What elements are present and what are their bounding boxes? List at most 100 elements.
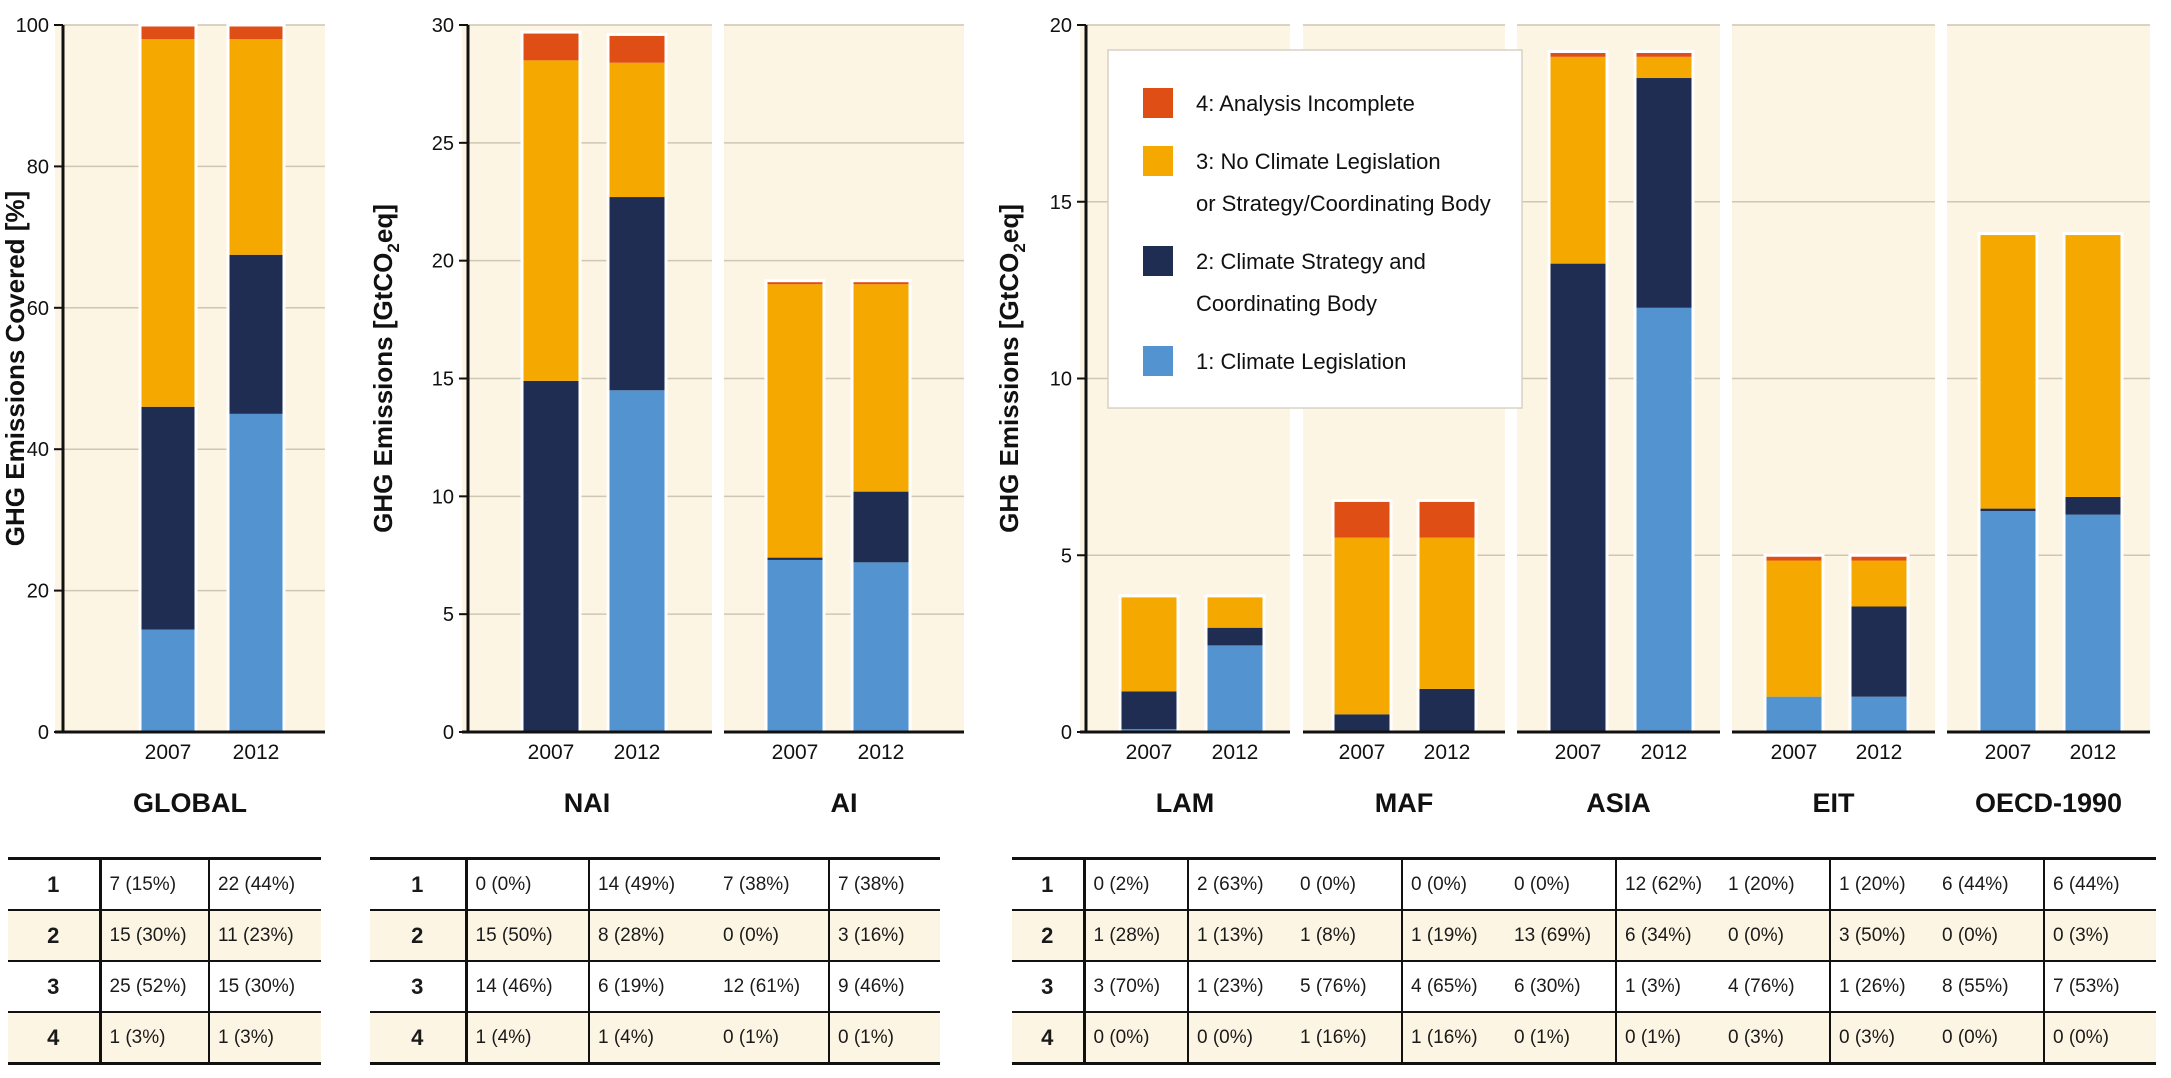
table-cell: 25 (52%) [100,961,210,1013]
bar-segment-3 [608,62,666,198]
table-cell: 1 (4%) [466,1012,590,1065]
row-label: 3 [8,961,102,1013]
y-tick-label: 10 [1050,369,1072,391]
table-cell: 4 (65%) [1402,961,1506,1013]
bar-segment-3 [852,284,910,492]
bar-2007 [1763,553,1825,734]
table-cell: 0 (0%) [1188,1012,1292,1065]
row-label: 4 [370,1012,468,1065]
bar-segment-4 [1549,51,1607,57]
y-tick-label: 60 [27,298,49,320]
table-cell: 22 (44%) [209,857,321,911]
table-cell: 1 (16%) [1292,1012,1403,1065]
table-cell: 0 (0%) [715,910,830,962]
table-cell: 6 (44%) [1934,857,2045,911]
bar-segment-4 [1418,500,1476,538]
table-cell: 1 (28%) [1084,910,1189,962]
legend-label: 4: Analysis Incomplete [1196,91,1415,116]
x-tick-label: 2007 [1771,741,1818,764]
table-cell: 13 (69%) [1506,910,1617,962]
bar-2012 [2062,232,2124,734]
table-cell: 0 (1%) [1616,1012,1720,1065]
x-tick-label: 2012 [1641,741,1688,764]
y-tick-label: 15 [1050,192,1072,214]
table-cell: 0 (3%) [1720,1012,1831,1065]
table-cell: 6 (19%) [589,961,715,1013]
bar-segment-1 [608,390,666,732]
table-cell: 4 (76%) [1720,961,1831,1013]
legend-item-1: 1: Climate Legislation [1143,346,1406,376]
bar-segment-4 [228,25,284,40]
legend: 4: Analysis Incomplete 3: No Climate Legi… [1107,49,1523,409]
y-tick-label: 80 [27,156,49,178]
bar-2012 [1204,594,1266,734]
bar-segment-1 [228,413,284,732]
bar-2007 [1977,232,2039,734]
table-cell: 5 (76%) [1292,961,1403,1013]
table-cell: 0 (0%) [1720,910,1831,962]
bar-segment-3 [1850,560,1908,607]
table-cell: 0 (0%) [2044,1012,2156,1065]
legend-item-4: 4: Analysis Incomplete [1143,88,1415,118]
table-cell: 1 (13%) [1188,910,1292,962]
bar-segment-3 [1549,56,1607,264]
bar-segment-4 [608,34,666,63]
table-cell: 7 (53%) [2044,961,2156,1013]
chart-panel-nai: 2007 2012 NAI 0 5 10 15 20 25 30 GHG Emissions [Gt… [368,15,712,818]
bar-segment-1 [1850,696,1908,732]
x-tick-label: 2007 [145,741,192,764]
bar-segment-2 [140,406,196,630]
legend-item-3: 3: No Climate Legislation or Strategy/Coo… [1143,146,1491,216]
table-cell: 14 (49%) [589,857,715,911]
x-tick-label: 2007 [528,741,575,764]
row-label: 4 [8,1012,102,1065]
y-tick-label: 15 [432,369,454,391]
row-label: 2 [8,910,102,962]
bar-2007 [1118,594,1180,734]
x-tick-label: 2012 [233,741,280,764]
legend-label: 3: No Climate Legislation [1196,149,1441,174]
bar-segment-2 [1418,688,1476,732]
bar-segment-1 [1635,307,1693,732]
x-tick-label: 2012 [2070,741,2117,764]
table-cell: 7 (38%) [715,857,830,911]
bar-segment-2 [1850,606,1908,697]
bar-segment-2 [1549,263,1607,732]
y-axis-label: GHG Emissions [GtCO2eq] [994,204,1029,533]
y-tick-label: 25 [432,133,454,155]
bar-segment-2 [1120,691,1178,730]
table-cell: 0 (0%) [466,857,590,911]
bar-segment-2 [2064,496,2122,515]
bar-2007 [138,23,198,734]
table-cell: 0 (2%) [1084,857,1189,911]
table-cell: 1 (20%) [1720,857,1831,911]
chart-panel-oecd-1990: 2007 2012 OECD-1990 [1947,24,2150,818]
bar-segment-3 [228,39,284,255]
table-cell: 7 (15%) [100,857,210,911]
bar-2007 [764,279,826,734]
bar-segment-2 [766,557,824,560]
bar-segment-3 [1979,233,2037,509]
table-cell: 3 (70%) [1084,961,1189,1013]
legend-label: 2: Climate Strategy and [1196,249,1426,274]
region-label: NAI [564,788,611,818]
table-cell: 1 (3%) [1616,961,1720,1013]
table-cell: 15 (30%) [209,961,321,1013]
table-cell: 1 (20%) [1830,857,1934,911]
bar-segment-2 [228,254,284,414]
y-tick-label: 0 [443,722,454,744]
table-cell: 1 (8%) [1292,910,1403,962]
bar-segment-3 [1635,56,1693,79]
table-cell: 0 (3%) [2044,910,2156,962]
table-cell: 1 (26%) [1830,961,1934,1013]
table-cell: 0 (0%) [1402,857,1506,911]
x-tick-label: 2012 [1424,741,1471,764]
bar-2012 [1848,553,1910,734]
bar-segment-3 [1120,595,1178,692]
bar-2012 [606,32,668,734]
table-cell: 14 (46%) [466,961,590,1013]
